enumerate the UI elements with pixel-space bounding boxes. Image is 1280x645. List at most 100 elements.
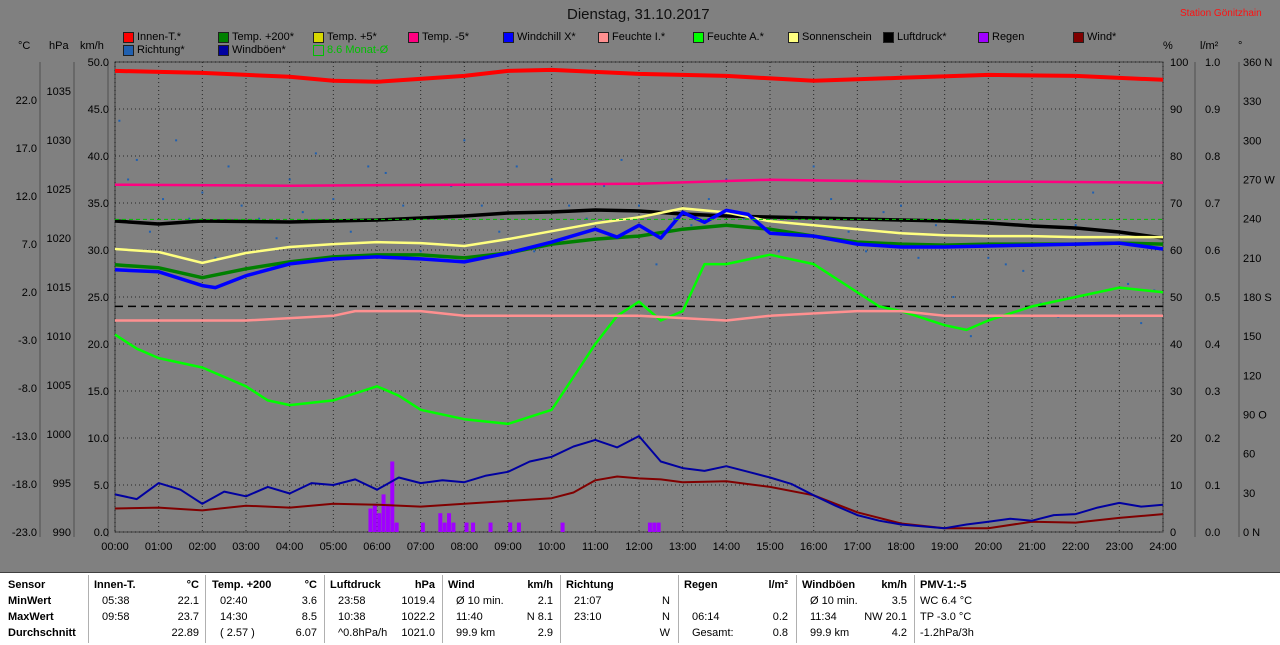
stats-cell-time: 14:30 — [220, 611, 248, 623]
legend-item-temp-5: Temp. +5* — [313, 31, 377, 43]
tick-time: 14:00 — [713, 541, 741, 553]
tick-rain: 0.3 — [1205, 386, 1220, 398]
stats-cell-value: 3.5 — [891, 595, 907, 607]
unit-hpa: hPa — [49, 40, 69, 52]
direction-point — [402, 204, 405, 207]
tick-time: 18:00 — [887, 541, 915, 553]
stats-cell-value: 1021.0 — [401, 627, 435, 639]
stats-cell-value: 8.5 — [301, 611, 317, 623]
tick-kmh: 0.0 — [94, 527, 109, 539]
tick-kmh: 45.0 — [88, 104, 109, 116]
legend-label: Regen — [992, 31, 1025, 43]
direction-point — [314, 152, 317, 155]
tick-time: 19:00 — [931, 541, 959, 553]
stats-cell-time: Ø 10 min. — [456, 595, 504, 607]
stats-unit: km/h — [527, 579, 553, 591]
legend-item-windb-en: Windböen* — [218, 44, 286, 56]
legend-item-richtung: Richtung* — [123, 44, 185, 56]
tick-time: 17:00 — [844, 541, 872, 553]
stats-cell-value: W — [659, 627, 670, 639]
direction-point — [1140, 322, 1143, 325]
stats-cell-value: 22.1 — [177, 595, 199, 607]
legend-item-temp-5: Temp. -5* — [408, 31, 469, 43]
direction-point — [533, 250, 536, 253]
tick-rain: 0.5 — [1205, 292, 1220, 304]
direction-point — [349, 230, 352, 233]
direction-point — [301, 211, 304, 214]
tick-hpa: 1000 — [47, 429, 71, 441]
tick-celsius: 7.0 — [22, 239, 37, 251]
stats-cell-value: 22.89 — [171, 627, 199, 639]
stats-cell-value: 6.07 — [295, 627, 317, 639]
tick-hpa: 1030 — [47, 135, 71, 147]
legend-swatch — [218, 44, 229, 56]
tick-degrees: 270 W — [1243, 175, 1275, 187]
rain-bar — [377, 513, 382, 532]
direction-point — [162, 198, 165, 201]
series-sonnenschein — [114, 207, 1163, 265]
tick-hpa: 995 — [53, 478, 71, 490]
rain-bar — [390, 461, 395, 532]
direction-point — [275, 237, 278, 240]
stats-cell-time: 21:07 — [574, 595, 602, 607]
tick-kmh: 10.0 — [88, 433, 109, 445]
legend-swatch — [788, 31, 799, 43]
direction-point — [175, 139, 178, 142]
direction-point — [847, 230, 850, 233]
tick-percent: 50 — [1170, 292, 1182, 304]
direction-point — [812, 165, 815, 168]
direction-point — [332, 198, 335, 201]
stats-cell-time: 05:38 — [102, 595, 130, 607]
stats-header: Windböen — [802, 579, 856, 591]
stats-cell-value: 23.7 — [177, 611, 199, 623]
tick-degrees: 240 — [1243, 214, 1261, 226]
series-windchill-x — [114, 208, 1164, 290]
stats-cell-time: 10:38 — [338, 611, 366, 623]
rain-bar — [464, 522, 469, 532]
stats-cell-time: 02:40 — [220, 595, 248, 607]
tick-percent: 30 — [1170, 386, 1182, 398]
legend-swatch — [883, 31, 894, 43]
tick-hpa: 1025 — [47, 184, 71, 196]
legend-swatch — [123, 31, 134, 43]
direction-point — [917, 256, 920, 259]
legend-swatch — [313, 31, 324, 43]
tick-time: 24:00 — [1149, 541, 1177, 553]
tick-percent: 60 — [1170, 245, 1182, 257]
tick-time: 09:00 — [494, 541, 522, 553]
unit-rain: l/m² — [1200, 40, 1219, 52]
direction-point — [188, 217, 191, 220]
series-wind — [114, 475, 1164, 530]
stats-header: Temp. +200 — [212, 579, 272, 591]
tick-hpa: 1005 — [47, 380, 71, 392]
stats-unit: l/m² — [768, 579, 788, 591]
tick-kmh: 15.0 — [88, 386, 109, 398]
tick-rain: 0.8 — [1205, 151, 1220, 163]
direction-point — [900, 204, 902, 207]
rain-bar — [647, 522, 652, 532]
tick-time: 03:00 — [232, 541, 260, 553]
direction-point — [550, 178, 553, 181]
tick-percent: 80 — [1170, 151, 1182, 163]
tick-time: 13:00 — [669, 541, 697, 553]
tick-hpa: 1015 — [47, 282, 71, 294]
direction-point — [882, 211, 885, 214]
direction-point — [987, 256, 990, 259]
stats-cell-value: N 8.1 — [526, 611, 553, 623]
rain-bar — [656, 522, 661, 532]
rain-bar — [508, 522, 513, 532]
tick-percent: 40 — [1170, 339, 1182, 351]
rain-bar — [451, 522, 456, 532]
stats-sensor-header: Sensor — [8, 579, 46, 591]
unit-degrees: ° — [1238, 40, 1243, 52]
stats-col-temp200: Temp. +200 °C 02:40 3.6 14:30 8.5 ( 2.57 ) 6.07 — [212, 573, 317, 645]
direction-point — [830, 198, 833, 201]
stats-cell-value: 2.9 — [537, 627, 553, 639]
tick-rain: 0.2 — [1205, 433, 1220, 445]
legend-swatch — [978, 31, 989, 43]
stats-cell-value: WC 6.4 °C — [920, 595, 973, 607]
stats-cell-value: 1022.2 — [401, 611, 435, 623]
stats-header: Luftdruck — [330, 579, 381, 591]
tick-degrees: 60 — [1243, 449, 1255, 461]
legend-swatch — [503, 31, 514, 43]
